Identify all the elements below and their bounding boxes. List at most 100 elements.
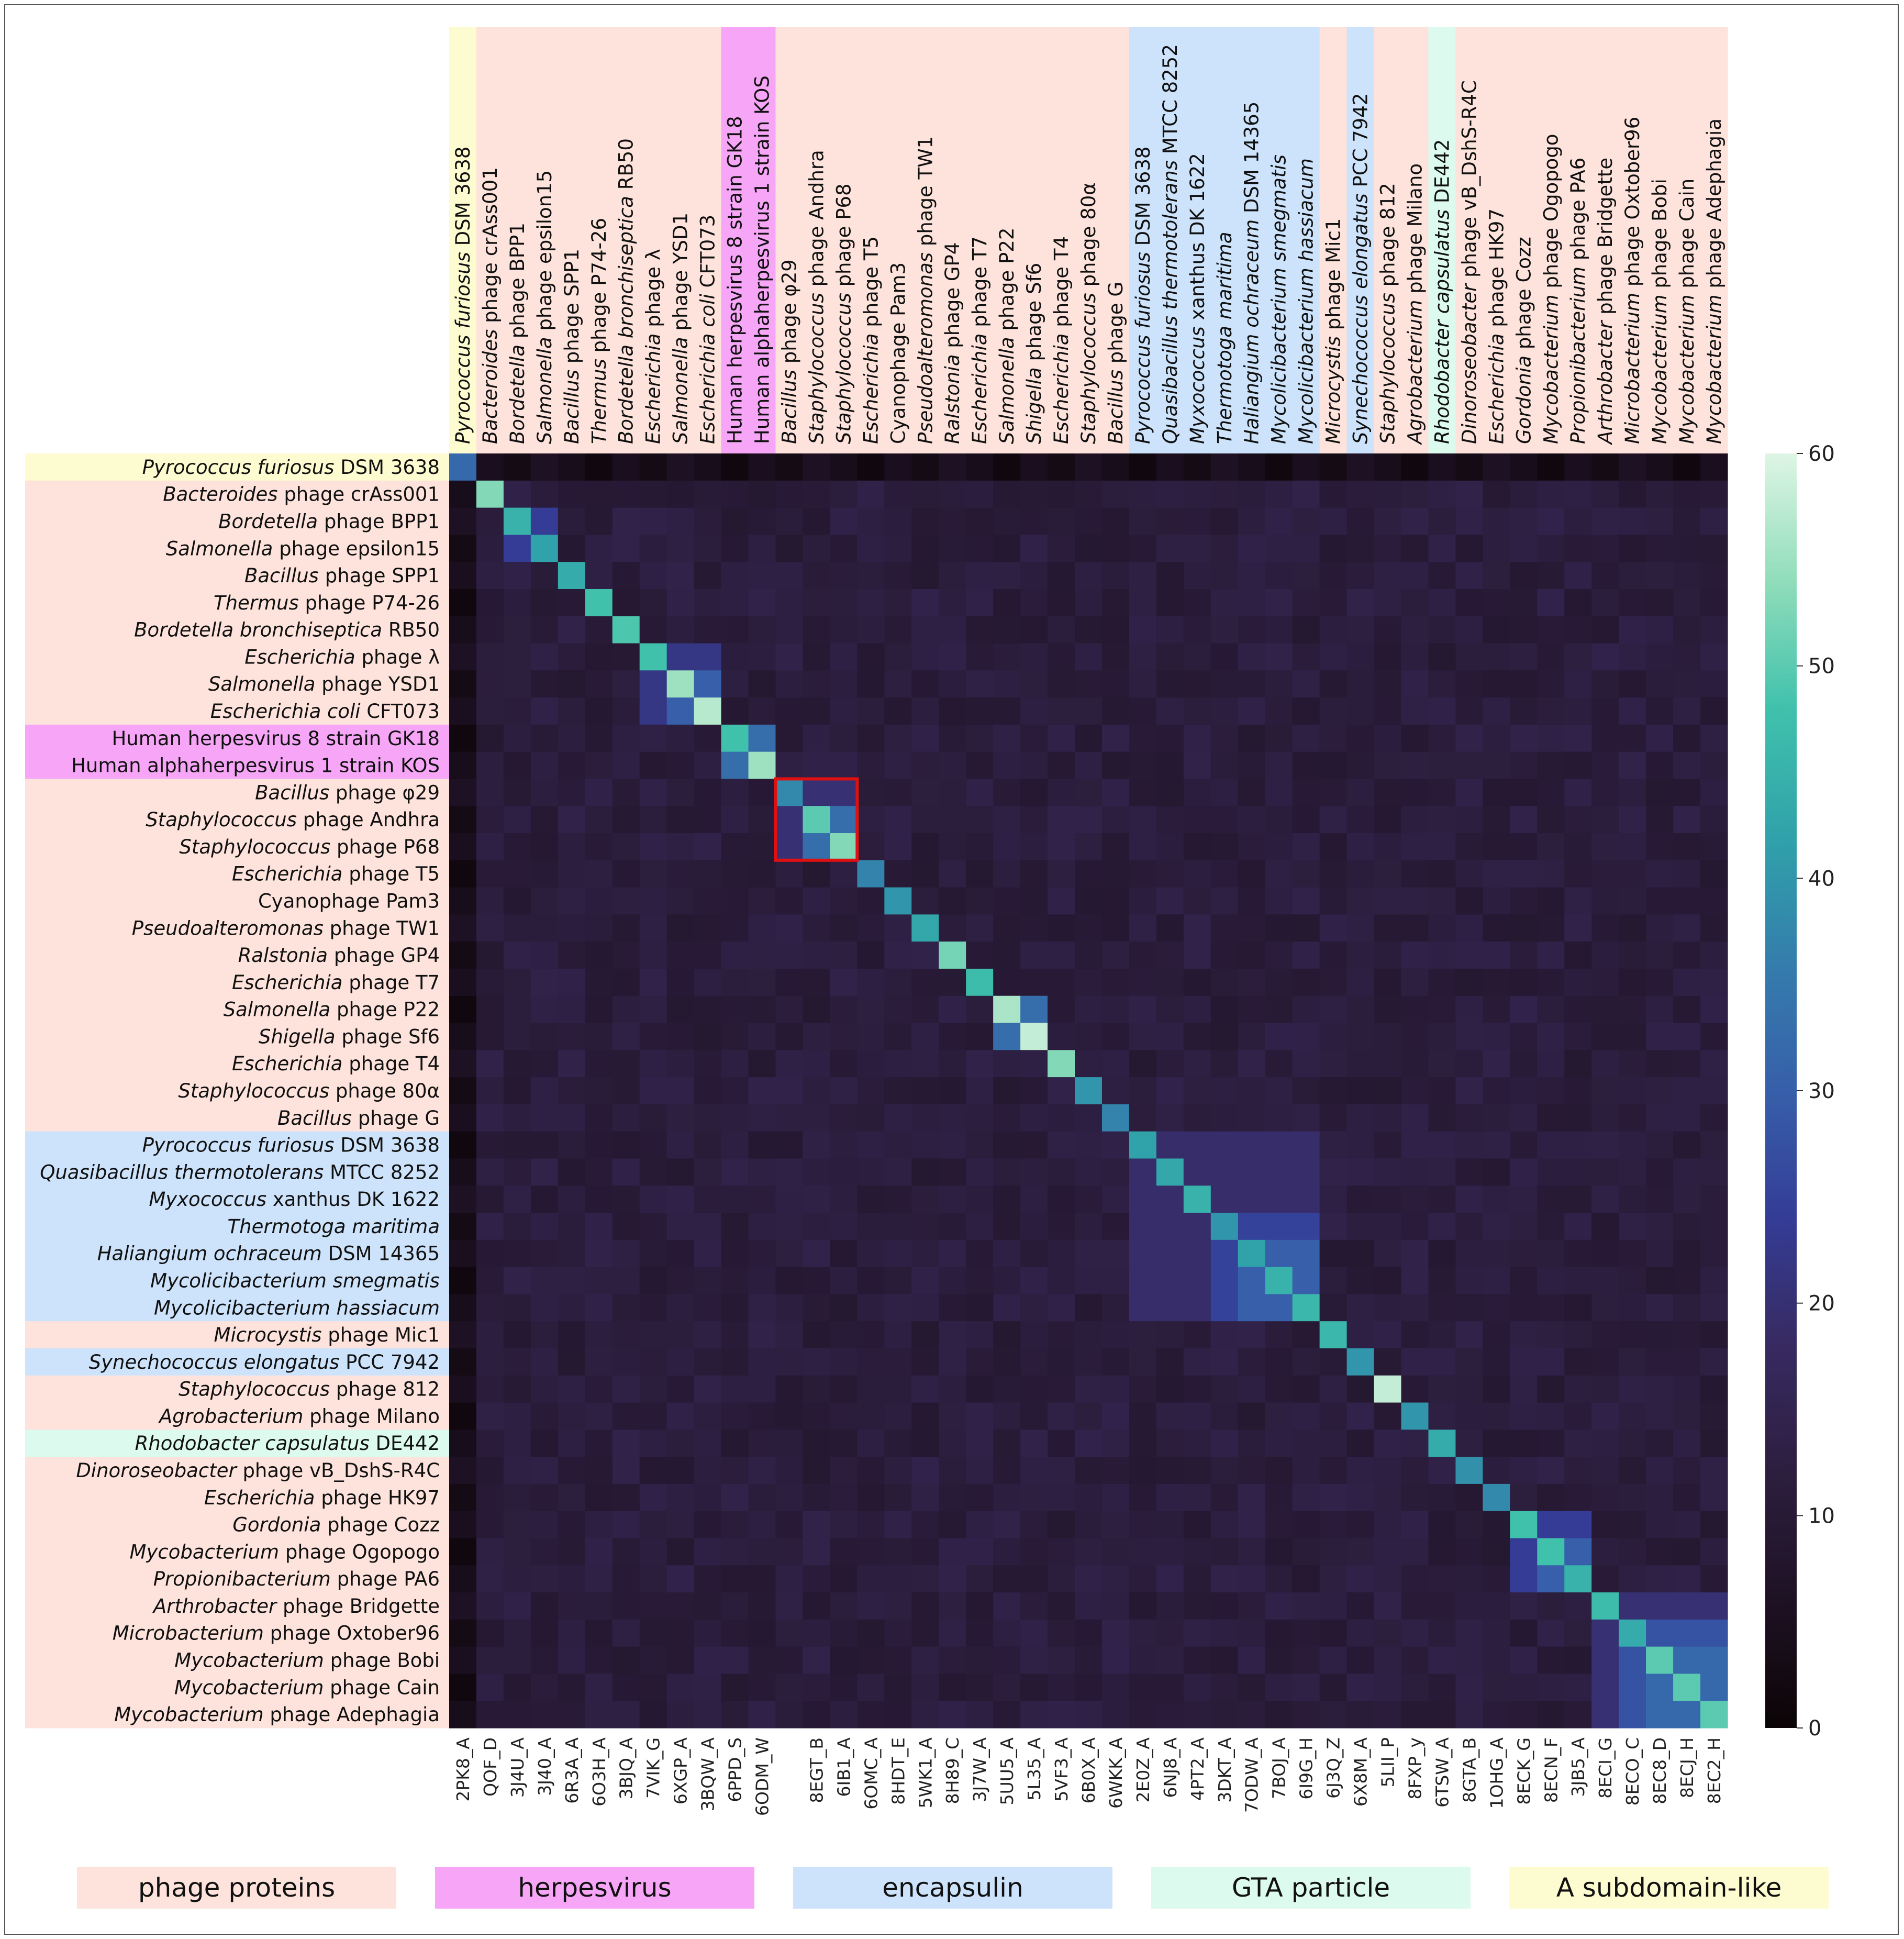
heatmap-cell [1483, 1701, 1510, 1729]
heatmap-cell [1455, 697, 1483, 725]
heatmap-cell [1346, 724, 1375, 752]
heatmap-cell [884, 1457, 912, 1484]
heatmap-cell [585, 589, 613, 617]
heatmap-cell [1020, 562, 1048, 590]
label-part: Dinoroseobacter [76, 1459, 238, 1482]
heatmap-cell [1483, 1321, 1510, 1349]
heatmap-cell [449, 1104, 477, 1132]
pdb-code: 3BJQ_A [616, 1737, 637, 1800]
row-label: Salmonella phage P22 [224, 999, 440, 1021]
heatmap-cell [1591, 724, 1619, 752]
heatmap-cell [993, 860, 1021, 888]
heatmap-cell [966, 562, 994, 590]
row-band [25, 1294, 449, 1322]
heatmap-cell [1075, 670, 1103, 698]
heatmap-cell [1101, 751, 1130, 780]
heatmap-cell [830, 1402, 858, 1430]
heatmap-cell [1483, 1674, 1510, 1701]
label-part: phage crAss001 [278, 483, 440, 506]
heatmap-cell [1591, 1511, 1619, 1539]
heatmap-cell [1401, 887, 1429, 915]
heatmap-cell [476, 1213, 504, 1240]
heatmap-cell [1374, 697, 1402, 725]
heatmap-cell [884, 995, 912, 1024]
heatmap-cell [1428, 751, 1456, 780]
pdb-code: 7ODW_A [1242, 1737, 1262, 1813]
heatmap-cell [585, 697, 613, 725]
heatmap-cell [1591, 1348, 1619, 1376]
heatmap-cell [530, 1185, 559, 1213]
heatmap-cell [694, 1565, 722, 1593]
heatmap-cell [666, 724, 695, 752]
heatmap-cell [1455, 995, 1483, 1024]
label-part: Staphylococcus [1377, 293, 1399, 444]
heatmap-cell [1619, 887, 1646, 915]
heatmap-cell [1646, 1430, 1674, 1457]
heatmap-cell [585, 887, 613, 915]
heatmap-cell [1129, 535, 1157, 562]
heatmap-cell [1510, 1023, 1538, 1050]
heatmap-cell [1101, 1023, 1130, 1050]
heatmap-cell [830, 1375, 858, 1403]
column-band [1048, 27, 1075, 453]
heatmap-cell [803, 670, 831, 698]
heatmap-cell [1401, 1321, 1429, 1349]
heatmap-cell [1564, 616, 1592, 644]
heatmap-cell [1346, 995, 1375, 1024]
heatmap-cell [666, 1321, 695, 1349]
heatmap-cell [585, 1267, 613, 1295]
heatmap-cell [1591, 453, 1619, 481]
heatmap-cell [1483, 589, 1510, 617]
heatmap-cell [721, 995, 749, 1024]
heatmap-cell [993, 1674, 1021, 1701]
heatmap-cell [966, 535, 994, 562]
heatmap-cell [1455, 1538, 1483, 1566]
heatmap-cell [1048, 1267, 1075, 1295]
heatmap-cell [1619, 1430, 1646, 1457]
heatmap-cell [1210, 1131, 1239, 1159]
heatmap-cell [1374, 507, 1402, 535]
heatmap-cell [1483, 724, 1510, 752]
heatmap-cell [476, 1267, 504, 1295]
heatmap-cell [748, 1267, 776, 1295]
label-part: phage Bobi [1649, 179, 1671, 294]
heatmap-cell [558, 1239, 586, 1268]
heatmap-cell [666, 1077, 695, 1105]
heatmap-cell [1483, 1185, 1510, 1213]
label-part: phage T7 [968, 236, 991, 334]
heatmap-cell [1564, 779, 1592, 806]
heatmap-cell [748, 1701, 776, 1729]
heatmap-cell [993, 1158, 1021, 1186]
heatmap-cell [1591, 1619, 1619, 1647]
heatmap-cell [1238, 1050, 1266, 1078]
heatmap-cell [830, 1158, 858, 1186]
heatmap-cell [449, 1511, 477, 1539]
label-part: Dinoroseobacter [1458, 282, 1480, 444]
label-part: Human herpesvirus 8 strain GK18 [112, 727, 440, 750]
heatmap-cell [1238, 697, 1266, 725]
heatmap-cell [476, 1674, 504, 1701]
heatmap-cell [1374, 1457, 1402, 1484]
heatmap-cell [530, 860, 559, 888]
heatmap-cell [639, 1239, 667, 1268]
heatmap-cell [585, 995, 613, 1024]
heatmap-cell [857, 589, 885, 617]
heatmap-cell [1700, 1050, 1728, 1078]
heatmap-cell [1510, 806, 1538, 834]
heatmap-cell [775, 1077, 804, 1105]
heatmap-cell [830, 1483, 858, 1512]
heatmap-cell [503, 1321, 531, 1349]
heatmap-cell [1265, 1674, 1293, 1701]
label-part: Gordonia [1512, 356, 1535, 444]
heatmap-cell [1101, 1646, 1130, 1675]
heatmap-cell [1048, 480, 1075, 508]
heatmap-cell [1401, 697, 1429, 725]
heatmap-cell [1483, 860, 1510, 888]
colorbar-tick-label: 20 [1808, 1292, 1835, 1316]
column-label: Mycobacterium phage Ogopogo [1540, 134, 1562, 444]
label-part: Bacteroides [163, 483, 277, 506]
heatmap-cell [775, 670, 804, 698]
heatmap-cell [1238, 1131, 1266, 1159]
heatmap-cell [1156, 1483, 1184, 1512]
legend-label: GTA particle [1232, 1872, 1390, 1903]
